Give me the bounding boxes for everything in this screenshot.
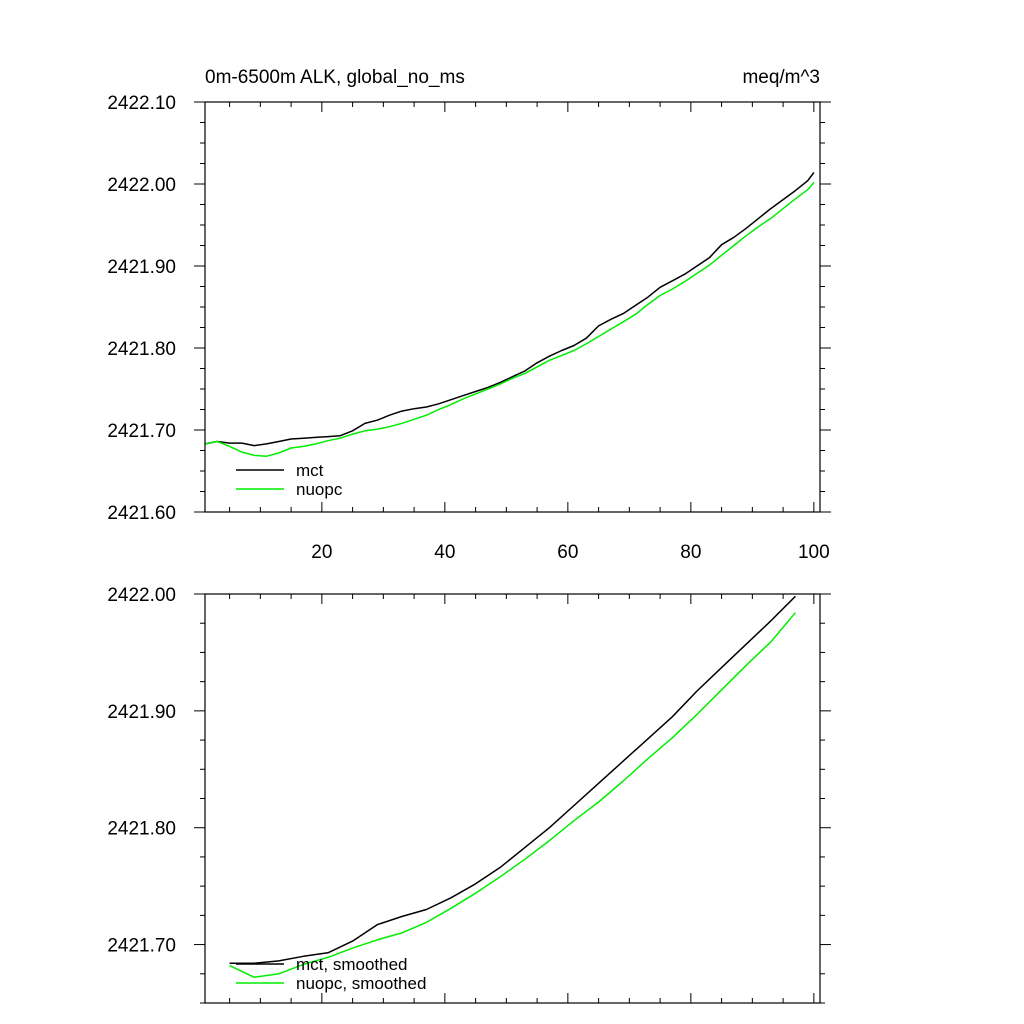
x-tick-label: 100 [798,542,830,563]
top-y-tick-labels: 2421.60 2421.70 2421.80 2421.90 2422.00 2422.… [107,93,176,524]
top-series [204,172,815,457]
top-x-tick-labels: 20 40 60 80 100 [311,542,829,563]
y-tick-label: 2422.00 [107,585,176,606]
units-label: meq/m^3 [742,67,820,88]
series-line-mct-smoothed [229,595,796,965]
series-line-nuopc [204,181,815,457]
top-legend: mct nuopc [236,461,343,499]
bottom-y-tick-labels: 2421.70 2421.80 2421.90 2422.00 [107,585,176,957]
bottom-axis-ticks [194,593,831,1004]
top-panel: 0m-6500m ALK, global_no_ms meq/m^3 2421.… [107,67,831,563]
bottom-plot-frame [204,593,821,1004]
chart-title: 0m-6500m ALK, global_no_ms [205,67,465,88]
legend-mct-label: mct [296,461,324,480]
legend-nuopc-label: nuopc [296,480,343,499]
bottom-panel: 2421.70 2421.80 2421.90 2422.00 mct, smooth… [107,585,831,1004]
legend-mct-smoothed-label: mct, smoothed [296,955,408,974]
y-tick-label: 2421.90 [107,257,176,278]
y-tick-label: 2422.10 [107,93,176,114]
y-tick-label: 2422.00 [107,175,176,196]
y-tick-label: 2421.70 [107,936,176,957]
y-tick-label: 2421.90 [107,702,176,723]
y-tick-label: 2421.80 [107,819,176,840]
series-line-nuopc-smoothed [229,612,796,979]
y-tick-label: 2421.70 [107,421,176,442]
top-axis-ticks [194,101,831,513]
x-tick-label: 80 [680,542,701,563]
x-tick-label: 20 [311,542,332,563]
x-tick-label: 60 [557,542,578,563]
bottom-series [229,595,796,979]
series-line-mct [204,172,815,447]
top-plot-frame [204,101,821,513]
legend-nuopc-smoothed-label: nuopc, smoothed [296,974,426,993]
bottom-legend: mct, smoothed nuopc, smoothed [236,955,426,993]
x-tick-label: 40 [434,542,455,563]
y-tick-label: 2421.60 [107,503,176,524]
y-tick-label: 2421.80 [107,339,176,360]
